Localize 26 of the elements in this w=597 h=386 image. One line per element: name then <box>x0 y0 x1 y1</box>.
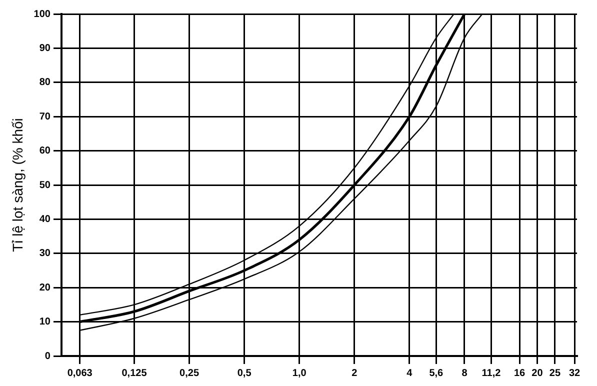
x-tick-label: 8 <box>462 368 468 379</box>
x-tick-label: 5,6 <box>429 368 444 379</box>
y-tick-label: 100 <box>34 8 51 20</box>
y-tick-label: 70 <box>39 111 51 122</box>
x-tick-label: 0,25 <box>180 368 200 379</box>
x-tick-label: 11,2 <box>482 368 502 379</box>
x-tick-label: 4 <box>406 368 413 379</box>
x-tick-label: 32 <box>568 368 581 379</box>
x-tick-label: 25 <box>549 368 561 379</box>
y-tick-label: 80 <box>39 77 51 88</box>
y-tick-label: 30 <box>39 248 51 260</box>
x-tick-label: 0,063 <box>67 368 93 379</box>
x-tick-label: 1,0 <box>292 368 307 379</box>
x-tick-label: 2 <box>352 368 358 379</box>
y-tick-label: 40 <box>39 214 51 225</box>
x-tick-label: 16 <box>514 368 526 379</box>
y-tick-label: 0 <box>44 350 51 362</box>
y-axis-title: Tỉ lệ lọt sàng, (% khối <box>9 118 26 252</box>
y-tick-label: 90 <box>39 42 51 54</box>
y-tick-label: 10 <box>39 316 51 328</box>
y-tick-label: 60 <box>39 146 51 157</box>
y-tick-label: 50 <box>39 180 51 191</box>
x-tick-label: 20 <box>532 368 544 379</box>
y-tick-label: 20 <box>39 282 51 294</box>
x-tick-label: 0,5 <box>237 368 252 379</box>
x-tick-label: 0,125 <box>122 368 148 379</box>
